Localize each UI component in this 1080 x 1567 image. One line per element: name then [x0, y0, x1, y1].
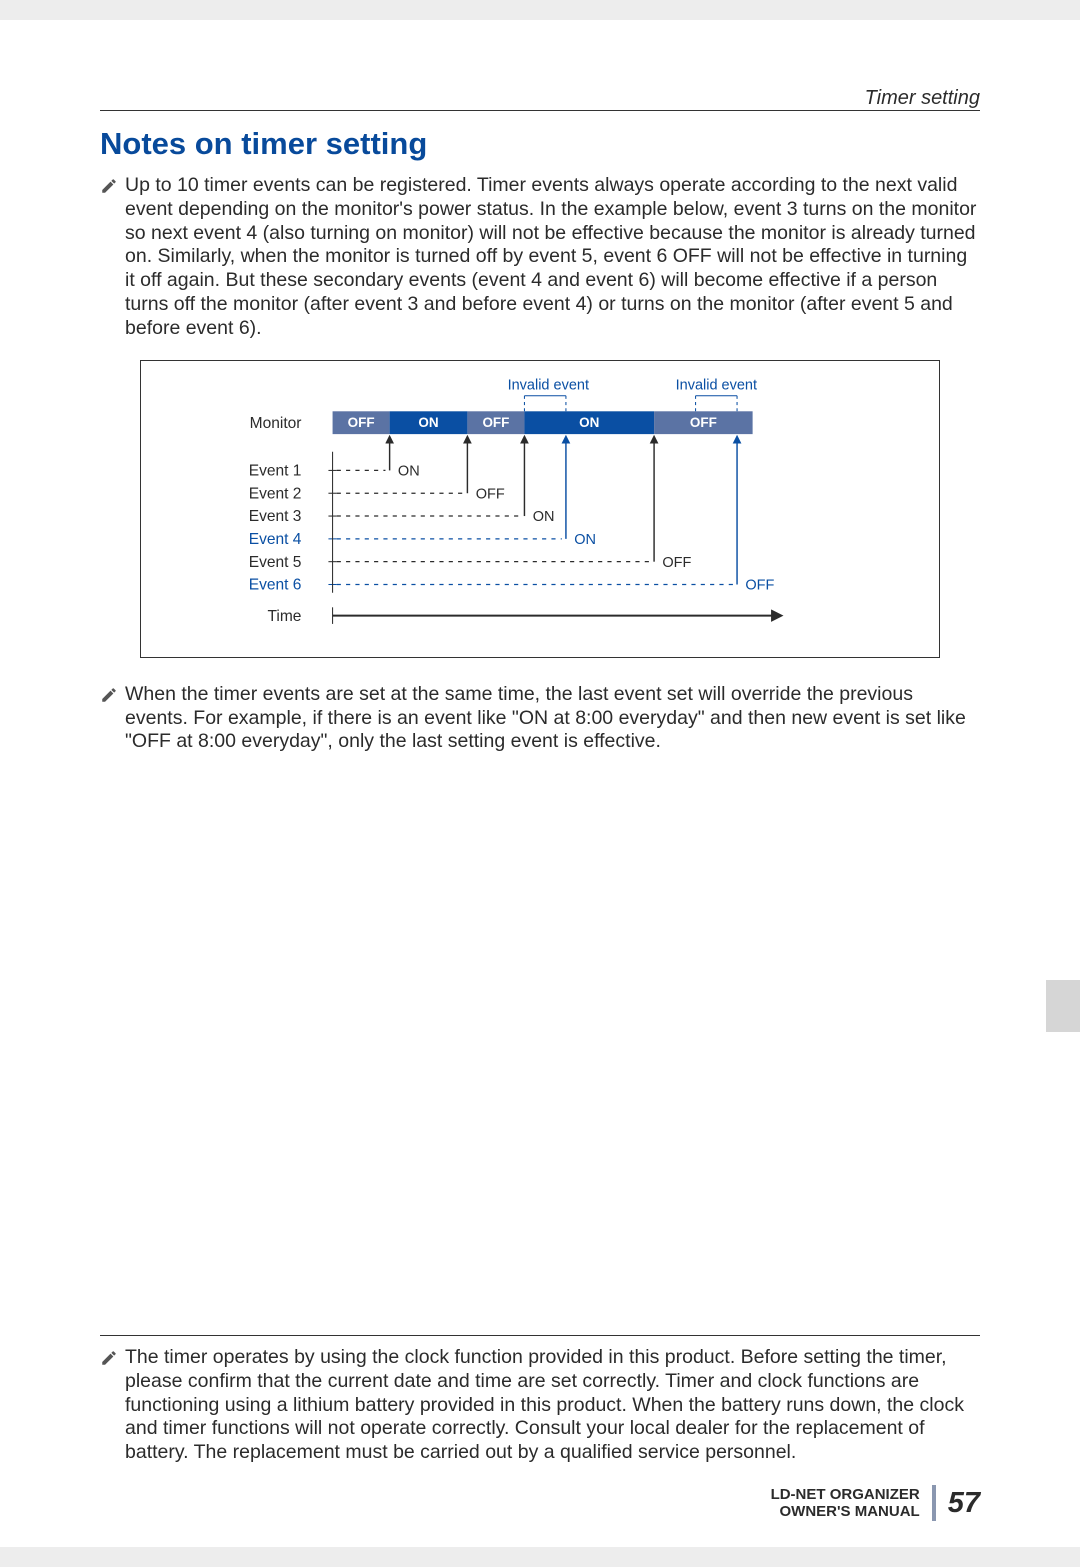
note-2: When the timer events are set at the sam…: [100, 683, 980, 754]
bottom-rule: [100, 1335, 980, 1336]
pencil-icon: [100, 686, 120, 711]
footer-separator: [932, 1485, 936, 1521]
svg-text:Time: Time: [267, 608, 301, 625]
header-section: Timer setting: [865, 87, 980, 110]
note-2-text: When the timer events are set at the sam…: [125, 683, 980, 754]
svg-text:Invalid event: Invalid event: [508, 378, 589, 394]
chart-svg: Invalid event Invalid event Monitor OFF ON OF…: [177, 375, 903, 634]
footer-line1: LD-NET ORGANIZER: [771, 1486, 920, 1503]
footer-label: LD-NET ORGANIZER OWNER'S MANUAL: [771, 1486, 920, 1521]
svg-text:Monitor: Monitor: [250, 415, 302, 432]
svg-text:ON: ON: [418, 415, 438, 430]
note-3-text: The timer operates by using the clock fu…: [125, 1346, 980, 1465]
note-1: Up to 10 timer events can be registered.…: [100, 174, 980, 340]
svg-text:OFF: OFF: [476, 487, 505, 503]
svg-text:Invalid event: Invalid event: [676, 378, 757, 394]
svg-text:Event 3: Event 3: [249, 509, 302, 526]
svg-text:Event 2: Event 2: [249, 486, 302, 503]
svg-text:Event 1: Event 1: [249, 463, 302, 480]
page-title: Notes on timer setting: [100, 126, 980, 162]
note-3: The timer operates by using the clock fu…: [100, 1346, 980, 1465]
pencil-icon: [100, 1349, 120, 1374]
svg-text:OFF: OFF: [348, 415, 375, 430]
note-1-text: Up to 10 timer events can be registered.…: [125, 174, 980, 340]
svg-text:Event 6: Event 6: [249, 577, 302, 594]
page: Timer setting Notes on timer setting Up …: [0, 20, 1080, 1547]
svg-text:OFF: OFF: [662, 555, 691, 571]
timer-chart: Invalid event Invalid event Monitor OFF ON OF…: [140, 360, 940, 657]
svg-text:OFF: OFF: [745, 578, 774, 594]
bottom-note-block: The timer operates by using the clock fu…: [100, 1335, 980, 1477]
svg-text:ON: ON: [574, 533, 596, 549]
svg-text:Event 5: Event 5: [249, 554, 302, 571]
svg-text:ON: ON: [533, 510, 555, 526]
header-rule: Timer setting: [100, 110, 980, 111]
svg-text:Event 4: Event 4: [249, 532, 302, 549]
footer-line2: OWNER'S MANUAL: [771, 1503, 920, 1520]
svg-text:OFF: OFF: [482, 415, 509, 430]
thumb-tab: [1046, 980, 1080, 1032]
svg-text:ON: ON: [398, 464, 420, 480]
page-number: 57: [948, 1487, 980, 1520]
pencil-icon: [100, 177, 120, 202]
svg-text:OFF: OFF: [690, 415, 717, 430]
svg-text:ON: ON: [579, 415, 599, 430]
footer: LD-NET ORGANIZER OWNER'S MANUAL 57: [771, 1485, 980, 1521]
